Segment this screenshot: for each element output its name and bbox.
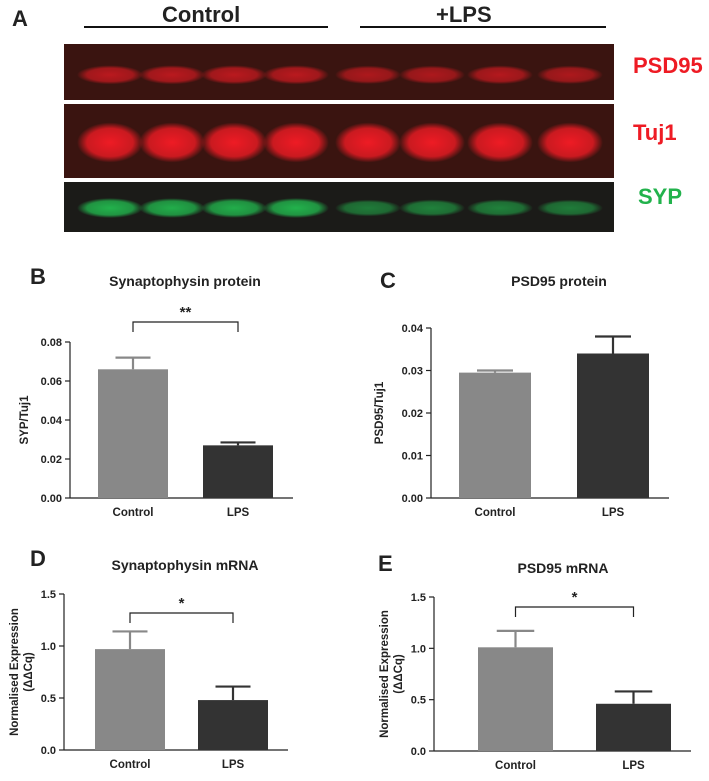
y-tick-label: 1.5 <box>41 589 56 601</box>
x-category-label: LPS <box>622 760 645 772</box>
blot-band-syp-lane-7 <box>467 200 533 217</box>
y-tick-label: 0.03 <box>402 366 423 378</box>
blot-band-tuj1-lane-3 <box>201 122 267 162</box>
blot-band-syp-lane-8 <box>537 200 603 217</box>
blot-band-syp-lane-5 <box>335 200 401 217</box>
blot-band-psd95-lane-7 <box>467 65 533 84</box>
blot-band-psd95-lane-3 <box>201 65 267 84</box>
y-axis-label: SYP/Tuj1 <box>19 395 31 445</box>
blot-band-syp-lane-4 <box>263 198 329 218</box>
blot-band-psd95-lane-5 <box>335 66 401 84</box>
y-tick-label: 0.04 <box>402 323 424 335</box>
y-tick-label: 0.0 <box>411 746 426 758</box>
y-tick-label: 0.04 <box>41 415 63 427</box>
band-label-psd95: PSD95 <box>633 53 703 79</box>
blot-band-syp-lane-3 <box>201 198 267 218</box>
bar-lps <box>596 704 671 751</box>
y-axis-label-unit: (ΔΔCq) <box>393 654 405 694</box>
chart-title: Synaptophysin protein <box>109 273 261 289</box>
western-blot <box>0 0 709 240</box>
chart-title: PSD95 mRNA <box>517 560 608 576</box>
x-category-label: Control <box>475 507 516 519</box>
significance-bracket <box>130 613 233 623</box>
chart-psd95-mrna: PSD95 mRNA 0.0 0.5 1.0 1.5 Normalised Express… <box>370 546 700 781</box>
y-tick-label: 0.02 <box>41 454 62 466</box>
y-tick-label: 0.00 <box>402 493 423 505</box>
y-tick-label: 0.0 <box>41 745 56 757</box>
y-axis-label: Normalised Expression <box>379 610 391 738</box>
bar-control <box>98 369 168 498</box>
bar-lps <box>198 700 268 750</box>
blot-band-syp-lane-1 <box>77 198 143 218</box>
x-category-label: Control <box>110 759 151 771</box>
y-tick-label: 0.00 <box>41 493 62 505</box>
blot-band-tuj1-lane-5 <box>335 122 401 162</box>
significance-bracket <box>516 607 634 617</box>
blot-band-tuj1-lane-6 <box>399 122 465 162</box>
y-axis-label: PSD95/Tuj1 <box>374 381 386 444</box>
y-tick-label: 1.5 <box>411 592 426 604</box>
x-category-label: LPS <box>222 759 245 771</box>
blot-band-tuj1-lane-2 <box>139 122 205 162</box>
significance-label: ** <box>180 304 192 321</box>
y-tick-label: 0.08 <box>41 337 62 349</box>
y-axis-label: Normalised Expression <box>9 608 21 736</box>
blot-band-psd95-lane-8 <box>537 66 603 84</box>
band-label-syp: SYP <box>638 184 682 210</box>
x-category-label: Control <box>113 507 154 519</box>
blot-band-psd95-lane-4 <box>263 65 329 84</box>
blot-band-psd95-lane-6 <box>399 66 465 84</box>
x-category-label: LPS <box>602 507 625 519</box>
chart-psd95-protein: PSD95 protein 0.00 0.01 0.02 0.03 0.04 PSD95/T… <box>355 264 695 526</box>
blot-band-syp-lane-6 <box>399 200 465 217</box>
significance-label: * <box>179 595 185 612</box>
significance-bracket <box>133 322 238 332</box>
chart-title: PSD95 protein <box>511 273 607 289</box>
y-axis-label-unit: (ΔΔCq) <box>23 652 35 692</box>
blot-band-tuj1-lane-1 <box>77 122 143 162</box>
bar-lps <box>203 445 273 498</box>
x-category-label: Control <box>495 760 536 772</box>
blot-band-syp-lane-2 <box>139 198 205 218</box>
y-tick-label: 0.02 <box>402 408 423 420</box>
y-tick-label: 0.5 <box>41 693 56 705</box>
y-tick-label: 0.06 <box>41 376 62 388</box>
y-tick-label: 0.5 <box>411 695 426 707</box>
blot-band-tuj1-lane-8 <box>537 122 603 162</box>
blot-band-psd95-lane-1 <box>77 65 143 84</box>
y-tick-label: 1.0 <box>411 643 426 655</box>
bar-control <box>95 649 165 750</box>
bar-control <box>478 647 553 751</box>
x-category-label: LPS <box>227 507 250 519</box>
bar-lps <box>577 354 649 499</box>
band-label-tuj1: Tuj1 <box>633 120 677 146</box>
blot-band-psd95-lane-2 <box>139 65 205 84</box>
chart-synaptophysin-mrna: Synaptophysin mRNA 0.0 0.5 1.0 1.5 Normalised… <box>0 546 320 781</box>
chart-title: Synaptophysin mRNA <box>111 557 258 573</box>
chart-synaptophysin-protein: Synaptophysin protein 0.00 0.02 0.04 0.06 0.0… <box>0 264 300 526</box>
bar-control <box>459 373 531 498</box>
blot-band-tuj1-lane-7 <box>467 122 533 162</box>
blot-band-tuj1-lane-4 <box>263 122 329 162</box>
y-tick-label: 1.0 <box>41 641 56 653</box>
significance-label: * <box>572 589 578 606</box>
y-tick-label: 0.01 <box>402 451 423 463</box>
